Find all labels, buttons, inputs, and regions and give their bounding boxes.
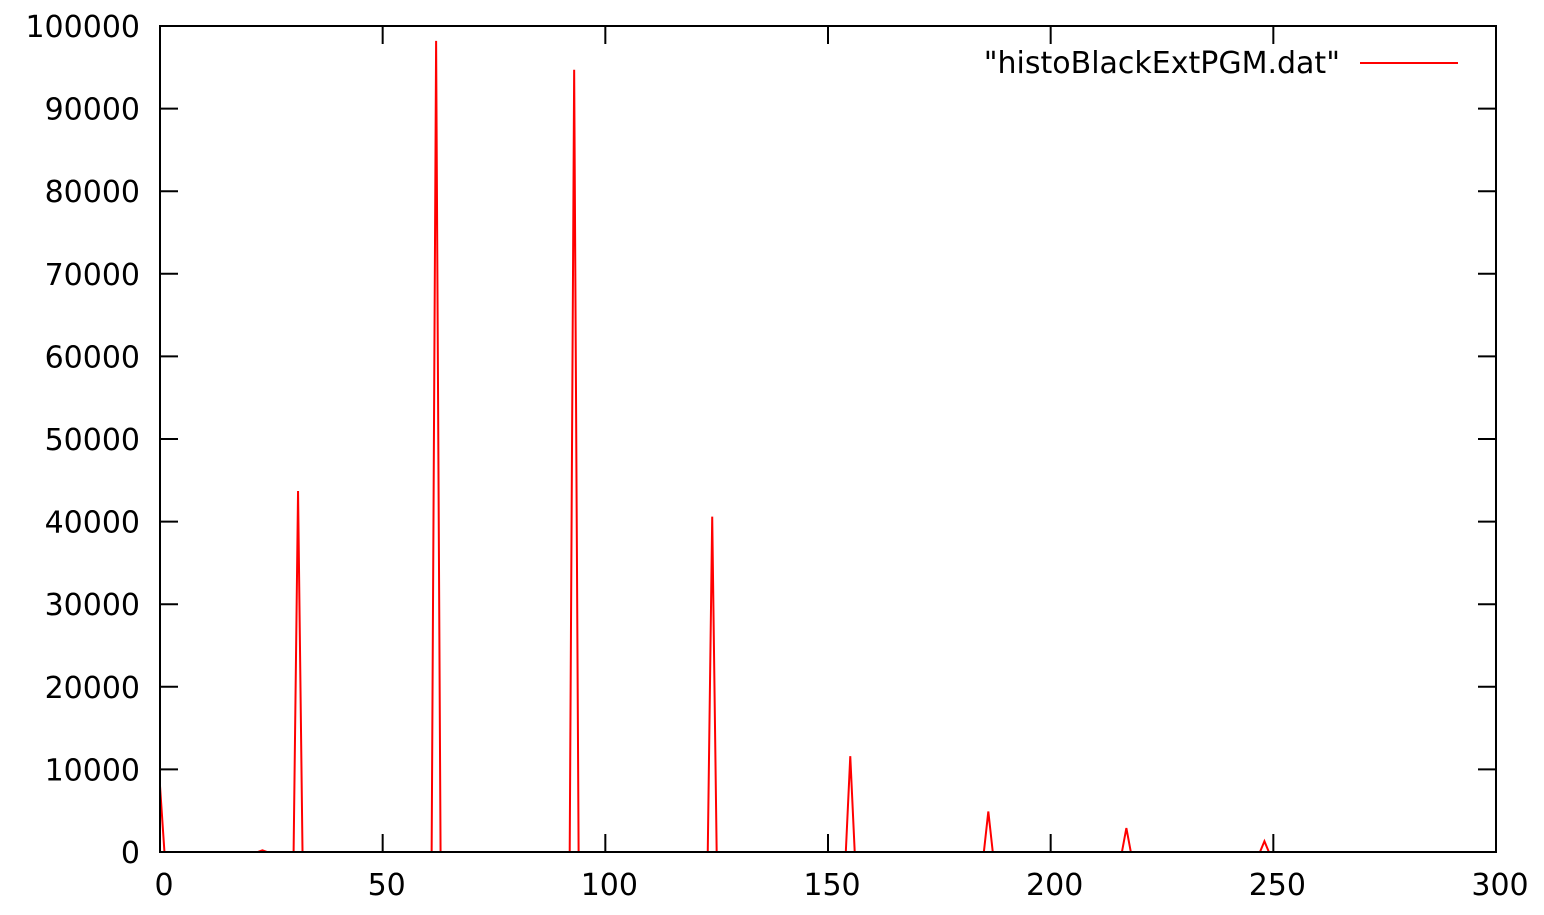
- series-line-0: [159, 40, 1296, 853]
- x-tick-label: 300: [1471, 868, 1528, 903]
- x-tick-label: 100: [581, 868, 638, 903]
- x-tick-label: 250: [1249, 868, 1306, 903]
- y-tick-label: 70000: [45, 258, 140, 293]
- x-tick-label: 0: [154, 868, 173, 903]
- plot-frame: [159, 25, 1497, 853]
- y-tick-label: 60000: [45, 340, 140, 375]
- x-tick-label: 50: [368, 868, 406, 903]
- y-tick-label: 30000: [45, 588, 140, 623]
- y-tick-label: 100000: [25, 10, 140, 45]
- y-tick-label: 40000: [45, 506, 140, 541]
- legend: "histoBlackExtPGM.dat": [984, 46, 1458, 81]
- y-tick-label: 90000: [45, 93, 140, 128]
- y-tick-label: 20000: [45, 671, 140, 706]
- x-tick-label: 200: [1026, 868, 1083, 903]
- y-tick-label: 0: [121, 836, 140, 871]
- x-tick-label: 150: [803, 868, 860, 903]
- axis-ticks: [159, 25, 1497, 853]
- y-tick-label: 50000: [45, 423, 140, 458]
- tick-labels: 0 50 100 150 200 250 300 0 10000 20000 30000 40000 5…: [25, 10, 1528, 903]
- y-tick-label: 10000: [45, 753, 140, 788]
- series-layer: [159, 40, 1296, 853]
- y-tick-label: 80000: [45, 175, 140, 210]
- legend-label: "histoBlackExtPGM.dat": [984, 46, 1340, 81]
